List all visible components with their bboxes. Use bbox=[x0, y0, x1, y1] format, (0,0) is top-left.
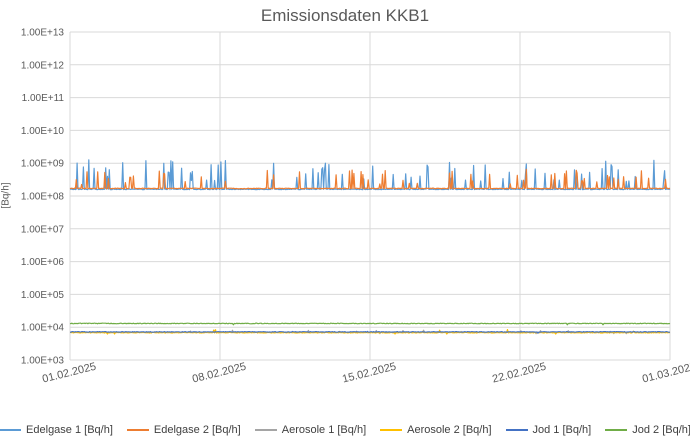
y-tick-label: 1.00E+12 bbox=[21, 60, 65, 71]
legend-item-aerosole-2: Aerosole 2 [Bq/h] bbox=[380, 424, 492, 436]
legend-item-jod-1: Jod 1 [Bq/h] bbox=[505, 424, 592, 436]
y-tick-label: 1.00E+10 bbox=[21, 126, 65, 137]
legend-swatch bbox=[126, 429, 149, 431]
legend-item-edelgase-2: Edelgase 2 [Bq/h] bbox=[126, 424, 241, 436]
series-line bbox=[69, 159, 671, 191]
y-tick-label: 1.00E+11 bbox=[22, 93, 65, 104]
chart-plot: 1.00E+03 1.00E+04 1.00E+05 1.00E+06 1.00E+07… bbox=[21, 28, 690, 386]
legend-label: Aerosole 2 [Bq/h] bbox=[407, 424, 492, 436]
x-tick-label: 22.02.2025 bbox=[491, 361, 547, 386]
y-tick-label: 1.00E+04 bbox=[21, 323, 65, 334]
y-tick-label: 1.00E+03 bbox=[21, 356, 65, 367]
series-line bbox=[69, 322, 671, 326]
x-tick-label: 08.02.2025 bbox=[191, 361, 247, 386]
legend-swatch bbox=[605, 429, 628, 431]
x-tick-label: 15.02.2025 bbox=[341, 361, 397, 386]
legend-label: Edelgase 2 [Bq/h] bbox=[153, 424, 241, 436]
y-tick-label: 1.00E+08 bbox=[21, 192, 65, 203]
legend-item-aerosole-1: Aerosole 1 [Bq/h] bbox=[254, 424, 367, 436]
y-tick-label: 1.00E+07 bbox=[21, 224, 65, 235]
series-line bbox=[70, 329, 670, 335]
legend-item-jod-2: Jod 2 [Bq/h] bbox=[605, 424, 690, 436]
legend-swatch bbox=[380, 429, 403, 431]
chart-title: Emissionsdaten KKB1 bbox=[260, 6, 430, 25]
y-tick-label: 1.00E+06 bbox=[21, 257, 65, 268]
legend-swatch bbox=[0, 429, 22, 431]
series-line bbox=[69, 168, 671, 190]
legend-swatch bbox=[254, 429, 277, 431]
x-tick-label: 01.03.2025 bbox=[641, 361, 690, 386]
legend-label: Jod 1 [Bq/h] bbox=[532, 424, 592, 436]
legend-label: Edelgase 1 [Bq/h] bbox=[26, 424, 113, 436]
y-tick-label: 1.00E+09 bbox=[21, 159, 65, 170]
y-tick-label: 1.00E+13 bbox=[21, 28, 65, 39]
chart-legend: Edelgase 1 [Bq/h] Edelgase 2 [Bq/h] Aero… bbox=[0, 424, 690, 436]
y-tick-label: 1.00E+05 bbox=[21, 290, 65, 301]
legend-item-edelgase-1: Edelgase 1 [Bq/h] bbox=[0, 424, 113, 436]
legend-label: Jod 2 [Bq/h] bbox=[632, 424, 690, 436]
legend-label: Aerosole 1 [Bq/h] bbox=[281, 424, 367, 436]
legend-swatch bbox=[505, 429, 528, 431]
series-line bbox=[69, 330, 670, 334]
